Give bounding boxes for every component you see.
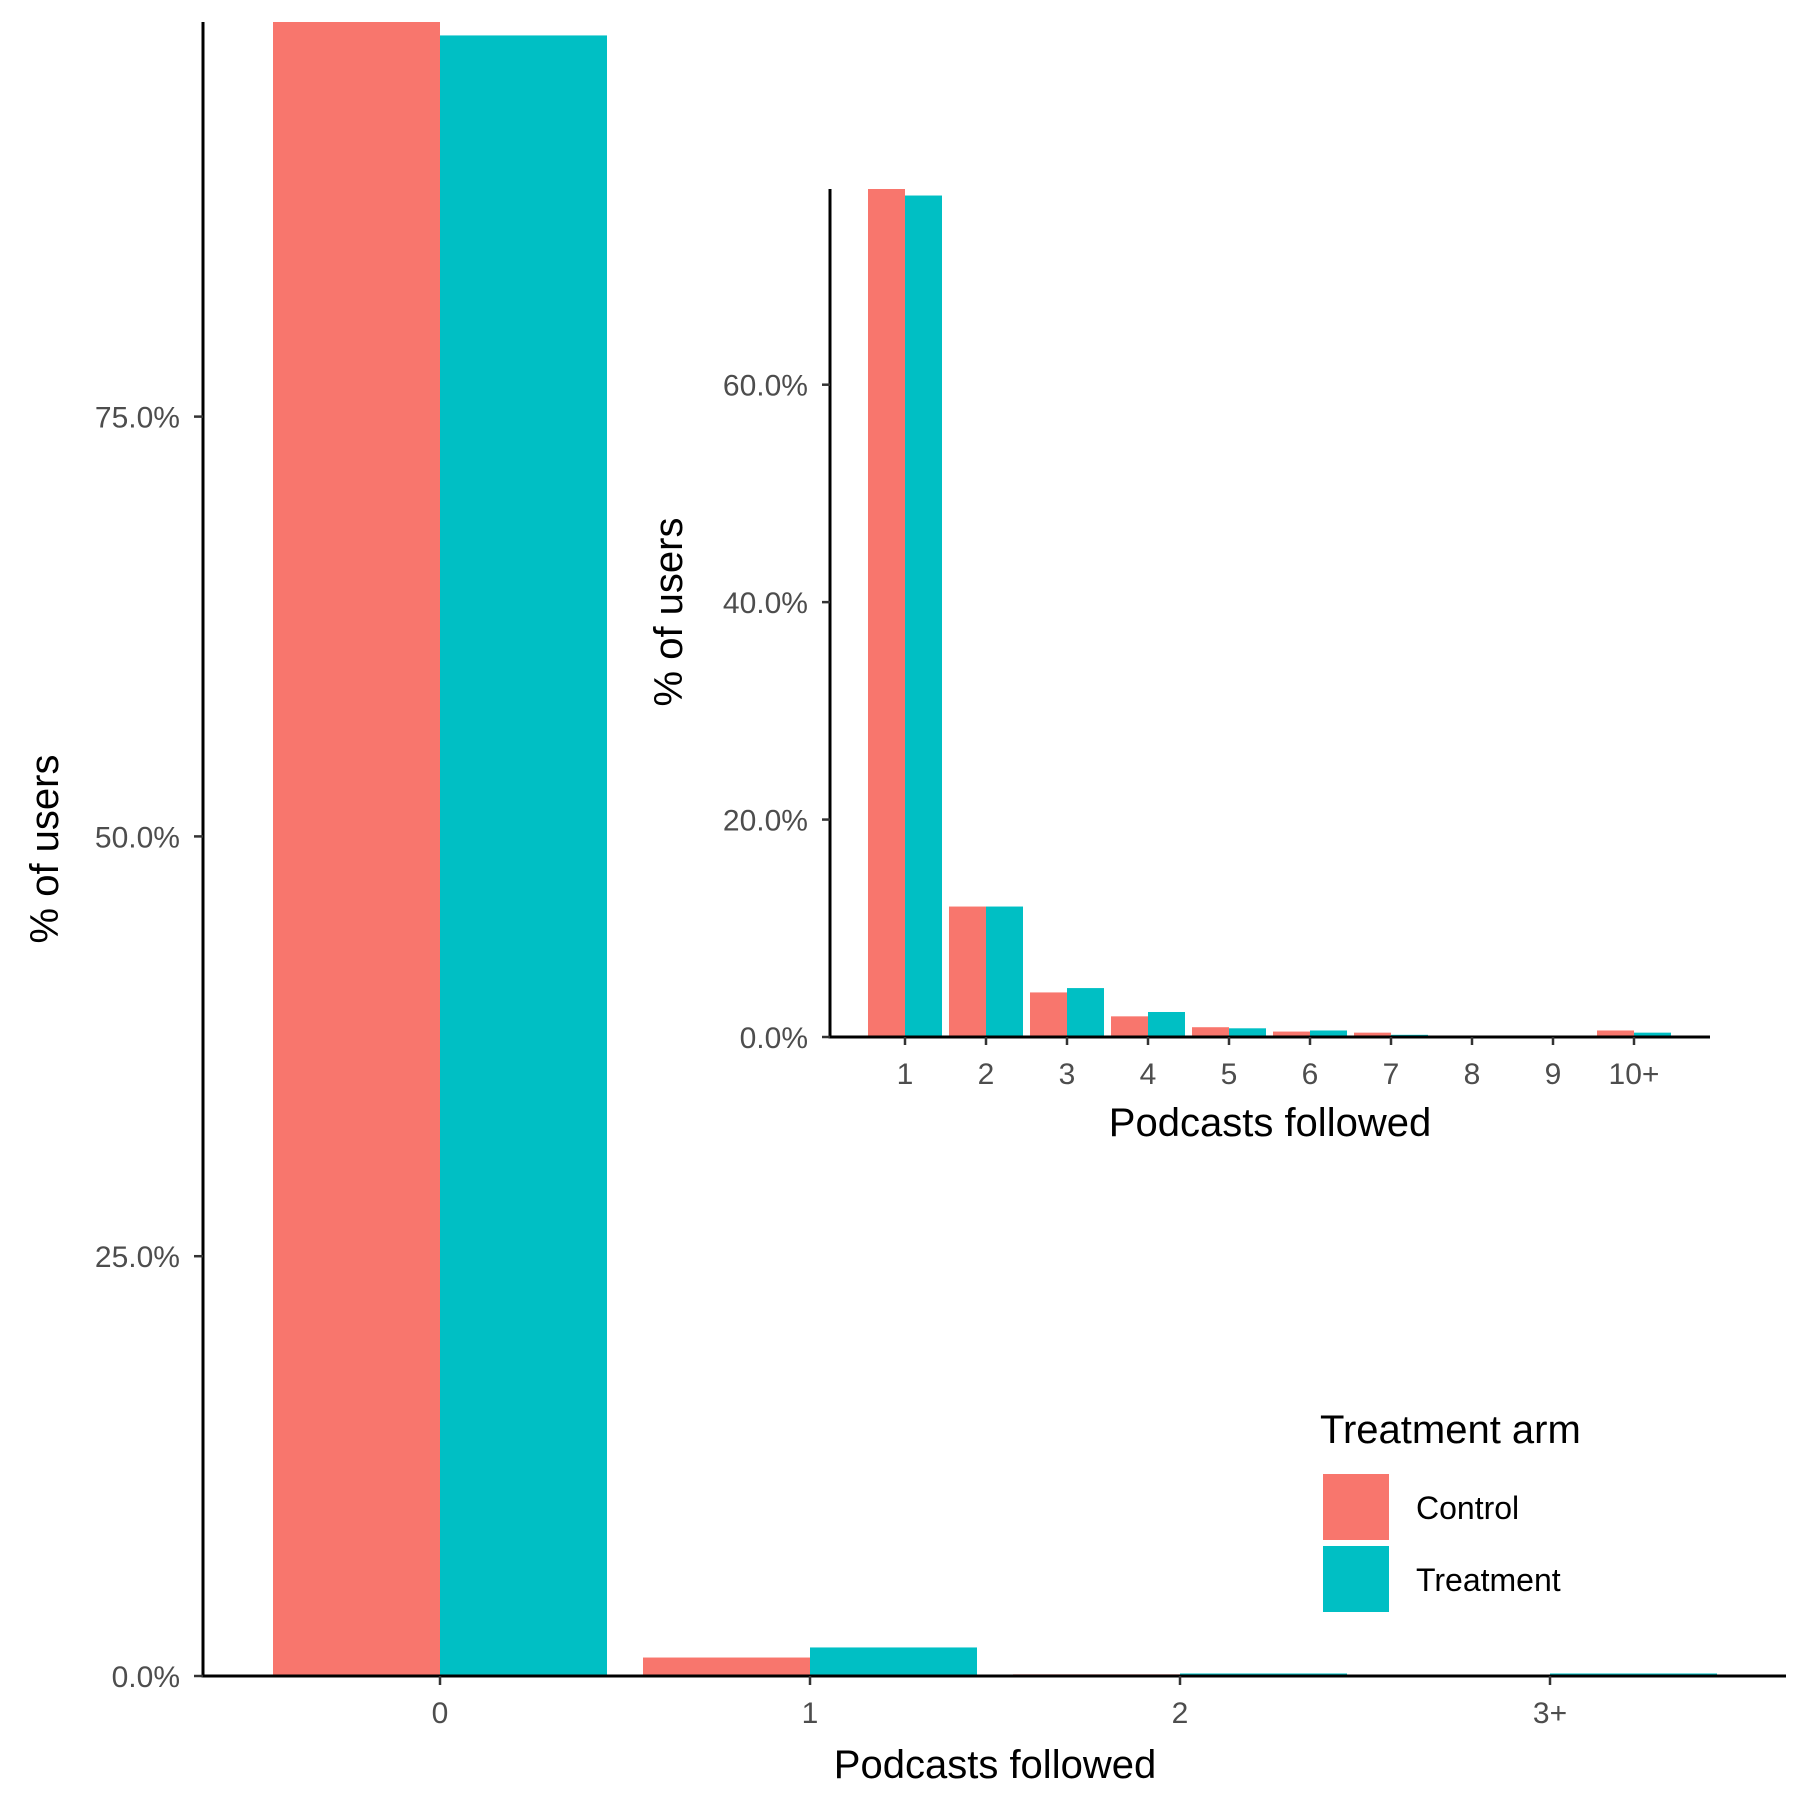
main-y-tick-label: 75.0% (95, 402, 180, 435)
main-y-tick-label: 0.0% (112, 1661, 180, 1694)
legend-label-treatment: Treatment (1416, 1562, 1561, 1598)
inset-x-tick-label: 10+ (1609, 1058, 1660, 1091)
main-y-axis-title: % of users (23, 755, 67, 944)
inset-bar-treatment-10plus (1634, 1032, 1671, 1037)
inset-bar-treatment-2 (986, 906, 1023, 1037)
legend-label-control: Control (1416, 1490, 1519, 1526)
inset-y-tick-label: 20.0% (723, 805, 808, 838)
main-x-tick-label: 3+ (1533, 1697, 1567, 1730)
inset-bar-control-3 (1030, 992, 1067, 1037)
inset-x-tick-label: 3 (1059, 1058, 1076, 1091)
inset-x-tick-label: 9 (1545, 1058, 1562, 1091)
inset-y-tick-label: 60.0% (723, 370, 808, 403)
inset-x-tick-label: 7 (1383, 1058, 1400, 1091)
legend-title: Treatment arm (1320, 1408, 1581, 1452)
inset-bar-control-7 (1354, 1032, 1391, 1037)
legend: Treatment arm Control Treatment (1320, 1408, 1581, 1612)
inset-bar-treatment-3 (1067, 988, 1104, 1037)
inset-chart-panel: 0.0% 20.0% 40.0% 60.0% 1 2 3 4 5 6 7 8 9 10+ Podcasts … (647, 189, 1710, 1145)
inset-y-axis-title: % of users (647, 518, 691, 707)
inset-bar-control-4 (1111, 1016, 1148, 1037)
main-chart-panel: 0.0%25.0%50.0%75.0%0 1 2 3+Podcasts followe… (23, 22, 1786, 1787)
main-y-tick-label: 50.0% (95, 821, 180, 854)
inset-x-tick-label: 4 (1140, 1058, 1157, 1091)
inset-x-tick-label: 2 (978, 1058, 995, 1091)
inset-bar-treatment-1 (905, 195, 942, 1037)
main-bar-treatment-0 (440, 35, 607, 1677)
inset-bar-treatment-5 (1229, 1028, 1266, 1037)
inset-x-tick-label: 1 (897, 1058, 914, 1091)
inset-bar-treatment-4 (1148, 1011, 1185, 1037)
inset-x-tick-label: 6 (1302, 1058, 1319, 1091)
main-x-tick-label: 2 (1172, 1697, 1189, 1730)
inset-bar-control-1 (868, 189, 905, 1037)
inset-x-tick-label: 8 (1464, 1058, 1481, 1091)
inset-bar-treatment-6 (1310, 1030, 1347, 1037)
inset-y-tick-label: 0.0% (740, 1022, 808, 1055)
inset-x-tick-label: 5 (1221, 1058, 1238, 1091)
main-y-tick-label: 25.0% (95, 1241, 180, 1274)
main-x-axis-title: Podcasts followed (834, 1743, 1156, 1787)
legend-key-treatment (1323, 1546, 1389, 1612)
inset-bar-control-10plus (1597, 1030, 1634, 1037)
inset-bar-control-5 (1192, 1027, 1229, 1037)
main-bar-control-0 (273, 22, 440, 1676)
inset-y-tick-label: 40.0% (723, 587, 808, 620)
inset-bar-control-6 (1273, 1031, 1310, 1037)
main-bar-control-1 (643, 1657, 810, 1676)
inset-bar-control-2 (949, 906, 986, 1037)
main-bar-treatment-1 (810, 1647, 977, 1676)
legend-key-control (1323, 1474, 1389, 1540)
inset-x-axis-title: Podcasts followed (1109, 1101, 1431, 1145)
main-x-tick-label: 1 (802, 1697, 819, 1730)
main-x-tick-label: 0 (432, 1697, 449, 1730)
